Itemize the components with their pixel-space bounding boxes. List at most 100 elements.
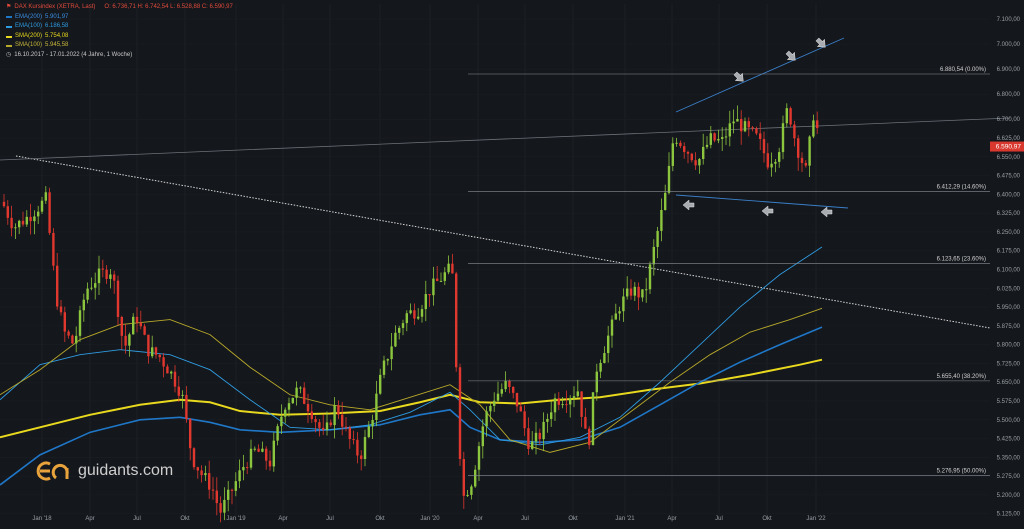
candle-body [67,331,70,336]
y-tick-label: 6.550,00 [997,155,1021,161]
long-trendline [0,117,1011,161]
legend-ema200[interactable]: EMA(200) 5.901,97 [6,13,233,23]
legend-title-row: ⚑ DAX Kursindex (XETRA, Last) O: 6.736,7… [6,3,233,13]
flag-icon: ⚑ [6,4,12,10]
candle-body [800,157,804,163]
arrow-icon [815,37,826,48]
candle-body [348,427,351,440]
candle-body [797,138,800,158]
ema200-line [0,326,823,486]
candle-body [413,310,416,319]
candle-body [603,353,606,363]
arrow-icon [820,206,833,218]
candle-body [618,311,621,314]
y-tick-label: 6.325,00 [997,211,1021,217]
candle-body [474,469,477,487]
annotation-arrows [682,37,833,218]
candle-body [166,366,169,374]
candle-body [512,386,515,393]
clock-icon: ◷ [6,51,12,58]
candle-body [59,306,63,313]
candle-body [249,448,253,468]
candle-body [268,460,272,467]
y-tick-label: 6.700,00 [997,117,1021,123]
candle-body [322,427,325,430]
x-tick-label: Jul [133,516,141,522]
candle-body [428,294,431,296]
candle-body [94,283,97,288]
candle-body [21,220,25,225]
legend-sma100[interactable]: SMA(100) 5.945,58 [6,41,233,51]
candle-body [804,162,807,166]
candle-body [405,313,408,324]
candle-body [451,263,454,274]
candle-body [671,143,674,166]
y-tick-label: 6.175,00 [997,249,1021,255]
y-tick-label: 5.425,00 [997,437,1021,443]
y-tick-label: 5.200,00 [997,493,1021,499]
candle-body [683,146,686,153]
legend-value: 5.945,58 [45,42,69,49]
arrow-icon [733,71,744,82]
candle-body [219,503,222,513]
candle-body [667,165,671,193]
brand-logo[interactable]: guidants.com [36,460,173,482]
axes: Jan '18 Apr Jul Okt Jan '19 Apr Jul Okt Jan '20 A… [32,17,1024,522]
candle-body [379,374,382,394]
arrow-icon [761,205,774,217]
candle-body [686,152,690,154]
legend-sma200[interactable]: SMA(200) 5.754,08 [6,32,233,42]
candle-body [751,127,754,129]
candle-body [591,392,595,446]
y-tick-label: 5.125,00 [997,512,1021,518]
x-tick-label: Jan '21 [615,516,635,522]
candle-body [736,118,739,122]
brand-name: guidants.com [78,462,174,479]
candle-body [664,192,667,210]
candle-body [443,272,446,281]
candle-body [515,392,519,407]
candle-body [527,428,530,449]
arrow-icon [785,50,796,61]
candle-body [295,387,298,398]
x-tick-label: Apr [278,516,287,522]
candle-body [204,473,207,476]
y-tick-label: 6.475,00 [997,174,1021,180]
candle-body [401,323,405,328]
candle-body [120,317,123,336]
fib-level-label: 6.123,65 (23.60%) [937,257,986,263]
candle-body [344,426,348,428]
x-tick-label: Okt [568,516,578,522]
legend-value: 5.901,97 [45,13,69,20]
legend-ema100[interactable]: EMA(100) 6.186,58 [6,22,233,32]
candle-body [173,371,177,387]
candle-body [265,448,268,461]
candle-body [367,426,370,438]
candle-body [789,108,792,125]
fib-level-label: 5.276,95 (50.00%) [937,469,986,475]
candle-body [466,494,469,496]
candle-body [595,371,598,393]
candle-body [211,489,215,491]
candle-body [75,335,78,344]
candle-body [101,268,104,270]
candle-body [637,286,640,298]
candle-body [447,263,450,273]
candle-body [86,288,89,300]
candle-body [743,121,747,132]
candle-body [652,246,655,265]
candle-body [778,152,781,162]
y-tick-label: 5.275,00 [997,474,1021,480]
candle-body [310,411,313,420]
x-tick-label: Apr [473,516,482,522]
y-tick-label: 5.950,00 [997,305,1021,311]
candle-body [629,288,633,296]
x-tick-label: Okt [375,516,385,522]
y-tick-label: 5.800,00 [997,343,1021,349]
candle-body [337,405,340,415]
candle-body [25,216,28,225]
candle-body [63,312,66,332]
legend-date-range: ◷ 16.10.2017 - 17.01.2022 (4 Jahre, 1 Wo… [6,51,233,61]
